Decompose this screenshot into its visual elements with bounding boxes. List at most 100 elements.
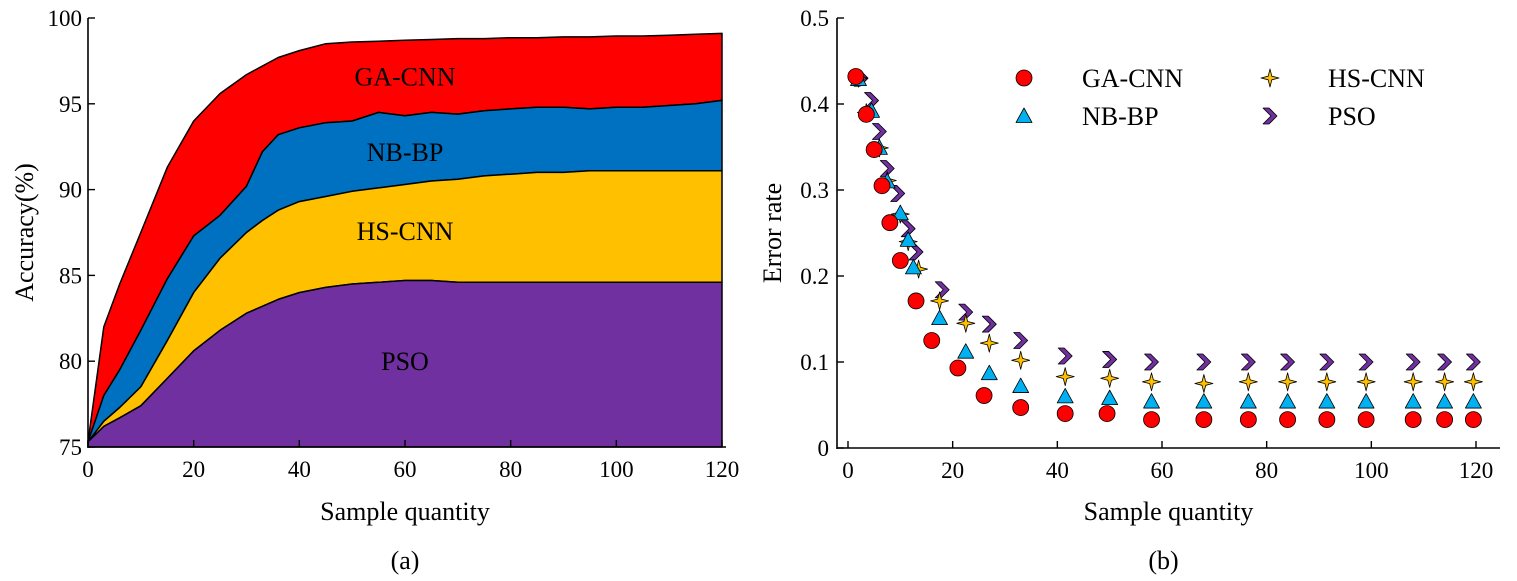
point-pso	[1358, 353, 1374, 371]
point-hs-cnn	[1238, 372, 1258, 392]
x-axis-title: Sample quantity	[320, 497, 490, 526]
y-tick-label: 90	[59, 178, 82, 203]
point-ga-cnn	[891, 252, 909, 269]
point-nb-bp	[1101, 389, 1119, 406]
point-nb-bp	[1195, 393, 1213, 409]
point-hs-cnn	[1011, 350, 1031, 370]
point-pso	[1057, 347, 1073, 365]
point-ga-cnn	[949, 359, 967, 377]
legend-label-nb-bp: NB-BP	[1082, 102, 1159, 131]
point-hs-cnn	[1055, 367, 1075, 387]
point-nb-bp	[1056, 387, 1074, 404]
x-tick-label: 60	[394, 457, 417, 482]
point-pso	[872, 123, 887, 140]
point-ga-cnn	[1404, 411, 1422, 429]
point-hs-cnn	[930, 291, 949, 311]
point-nb-bp	[1143, 393, 1160, 409]
x-axis-title: Sample quantity	[1084, 497, 1254, 526]
x-tick-label: 100	[599, 457, 634, 482]
x-tick-label: 80	[1255, 458, 1278, 483]
band-label-nb-bp: NB-BP	[367, 138, 444, 167]
point-pso	[1196, 353, 1212, 371]
point-pso	[1437, 353, 1452, 371]
legend-marker-nb-bp	[1015, 107, 1033, 123]
point-nb-bp	[1357, 393, 1375, 409]
point-hs-cnn	[1194, 374, 1214, 393]
point-pso	[1465, 353, 1481, 371]
y-axis-title: Error rate	[758, 183, 787, 283]
point-nb-bp	[1012, 377, 1030, 393]
point-ga-cnn	[1464, 411, 1482, 429]
band-label-pso: PSO	[381, 347, 429, 376]
point-nb-bp	[980, 364, 998, 381]
point-ga-cnn	[1098, 405, 1116, 423]
point-ga-cnn	[873, 177, 891, 195]
point-ga-cnn	[1279, 411, 1296, 429]
point-hs-cnn	[1435, 372, 1454, 392]
legend-marker-pso	[1262, 107, 1278, 125]
point-nb-bp	[1239, 393, 1257, 409]
y-axis-title: Accuracy(%)	[10, 163, 39, 302]
point-ga-cnn	[847, 68, 865, 85]
y-tick-label: 95	[59, 92, 82, 117]
y-tick-label: 0.4	[800, 92, 829, 117]
point-pso	[1319, 353, 1335, 371]
point-nb-bp	[957, 343, 975, 359]
point-ga-cnn	[1012, 399, 1030, 416]
x-tick-label: 0	[82, 457, 94, 482]
panel-a-accuracy-chart: PSO HS-CNN NB-BP GA-CNN 75 80 85 90 95 100 0 20 40 60…	[10, 6, 739, 575]
x-tick-label: 20	[941, 458, 964, 483]
x-tick-label: 40	[288, 457, 311, 482]
point-hs-cnn	[1403, 372, 1423, 392]
band-label-hs-cnn: HS-CNN	[357, 217, 454, 246]
x-tick-label: 0	[842, 458, 854, 483]
point-nb-bp	[905, 258, 922, 275]
point-nb-bp	[1464, 393, 1482, 409]
point-pso	[1144, 353, 1159, 371]
point-nb-bp	[899, 231, 917, 247]
point-nb-bp	[1279, 393, 1296, 409]
panel-label: (a)	[391, 546, 420, 575]
y-tick-label: 0.3	[800, 178, 829, 203]
point-hs-cnn	[1278, 372, 1297, 392]
x-tick-label: 40	[1046, 458, 1069, 483]
point-pso	[1405, 353, 1421, 371]
point-pso	[1240, 353, 1256, 371]
point-nb-bp	[931, 309, 948, 326]
point-ga-cnn	[1318, 411, 1336, 429]
point-ga-cnn	[857, 105, 875, 123]
y-tick-label: 75	[59, 435, 82, 460]
x-tick-label: 100	[1354, 458, 1389, 483]
point-pso	[981, 315, 997, 333]
point-hs-cnn	[979, 333, 999, 353]
legend-label-pso: PSO	[1328, 102, 1376, 131]
point-pso	[1280, 353, 1295, 371]
point-ga-cnn	[1143, 411, 1160, 429]
point-nb-bp	[891, 204, 909, 221]
point-hs-cnn	[1317, 372, 1337, 392]
point-ga-cnn	[907, 292, 925, 310]
point-nb-bp	[1404, 393, 1422, 409]
point-nb-bp	[1318, 393, 1336, 409]
legend-label-ga-cnn: GA-CNN	[1082, 64, 1183, 93]
x-tick-label: 120	[1459, 458, 1494, 483]
point-ga-cnn	[1357, 411, 1375, 429]
point-pso	[1013, 332, 1029, 349]
point-ga-cnn	[1195, 411, 1213, 429]
point-ga-cnn	[881, 214, 899, 232]
panel-label: (b)	[1148, 546, 1178, 575]
y-tick-label: 100	[48, 6, 83, 31]
x-tick-label: 60	[1151, 458, 1174, 483]
point-ga-cnn	[975, 387, 993, 404]
panel-b-error-rate-chart: 0 0.1 0.2 0.3 0.4 0.5 0 20 40 60 80 100 120 GA-CNN NB-…	[758, 6, 1500, 575]
y-tick-label: 85	[59, 263, 82, 288]
y-tick-label: 0.5	[800, 6, 829, 31]
x-tick-label: 120	[705, 457, 740, 482]
legend-marker-ga-cnn	[1015, 69, 1033, 87]
point-pso	[1102, 351, 1118, 368]
y-tick-label: 0	[818, 436, 830, 461]
point-hs-cnn	[1464, 372, 1483, 392]
legend-label-hs-cnn: HS-CNN	[1328, 64, 1425, 93]
point-pso	[890, 185, 906, 202]
